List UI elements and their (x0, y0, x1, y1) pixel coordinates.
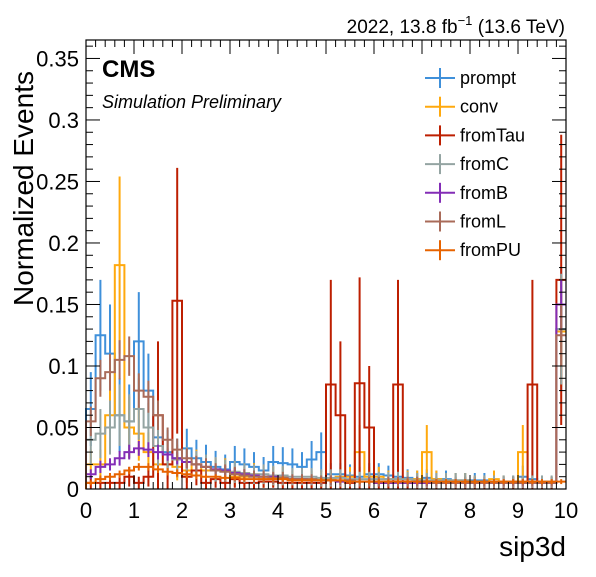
histogram-layer (85, 134, 566, 489)
y-tick-label: 0.1 (48, 354, 79, 379)
legend-label: fromPU (460, 240, 521, 260)
y-tick-label: 0.25 (36, 169, 79, 194)
series-fromPU (85, 463, 566, 489)
y-tick-label: 0.3 (48, 108, 79, 133)
lumi-label: 2022, 13.8 fb−1 (13.6 TeV) (347, 13, 565, 38)
legend: prompt conv fromTau fromC fromB fromL fromPU (425, 68, 525, 261)
legend-label: fromB (460, 183, 508, 203)
x-tick-label: 10 (554, 498, 578, 523)
legend-label: fromC (460, 154, 509, 174)
y-tick-label: 0.15 (36, 292, 79, 317)
x-tick-label: 1 (128, 498, 140, 523)
legend-label: prompt (460, 68, 516, 88)
legend-item-fromB: fromB (425, 182, 508, 203)
y-tick-label: 0.05 (36, 415, 79, 440)
legend-label: fromTau (460, 125, 525, 145)
series-line-prompt (85, 328, 566, 489)
series-line-fromPU (85, 465, 566, 489)
x-tick-label: 0 (80, 498, 92, 523)
cms-label: CMS (102, 56, 155, 83)
x-tick-label: 7 (416, 498, 428, 523)
y-tick-label: 0 (67, 477, 79, 502)
subtitle-label: Simulation Preliminary (102, 92, 282, 112)
legend-item-fromPU: fromPU (425, 240, 521, 261)
x-tick-label: 2 (176, 498, 188, 523)
x-tick-label: 6 (368, 498, 380, 523)
y-axis-title: Normalized Events (8, 71, 39, 306)
legend-item-fromC: fromC (425, 154, 509, 175)
y-tick-label: 0.35 (36, 46, 79, 71)
x-tick-label: 8 (464, 498, 476, 523)
legend-item-fromTau: fromTau (425, 125, 525, 146)
legend-label: fromL (460, 212, 506, 232)
legend-item-fromL: fromL (425, 211, 506, 232)
x-axis-title: sip3d (499, 531, 566, 562)
axis-layer: 0 1 2 3 4 5 6 7 8 9 10 0 0.05 0.1 0.15 0.2 0.25 0.3 0.35 (36, 40, 578, 523)
x-tick-label: 9 (512, 498, 524, 523)
x-tick-label: 4 (272, 498, 284, 523)
legend-label: conv (460, 97, 498, 117)
series-line-fromL (85, 334, 566, 489)
x-tick-label: 3 (224, 498, 236, 523)
legend-item-conv: conv (425, 96, 498, 117)
legend-item-prompt: prompt (425, 68, 516, 88)
x-tick-label: 5 (320, 498, 332, 523)
y-tick-label: 0.2 (48, 231, 79, 256)
